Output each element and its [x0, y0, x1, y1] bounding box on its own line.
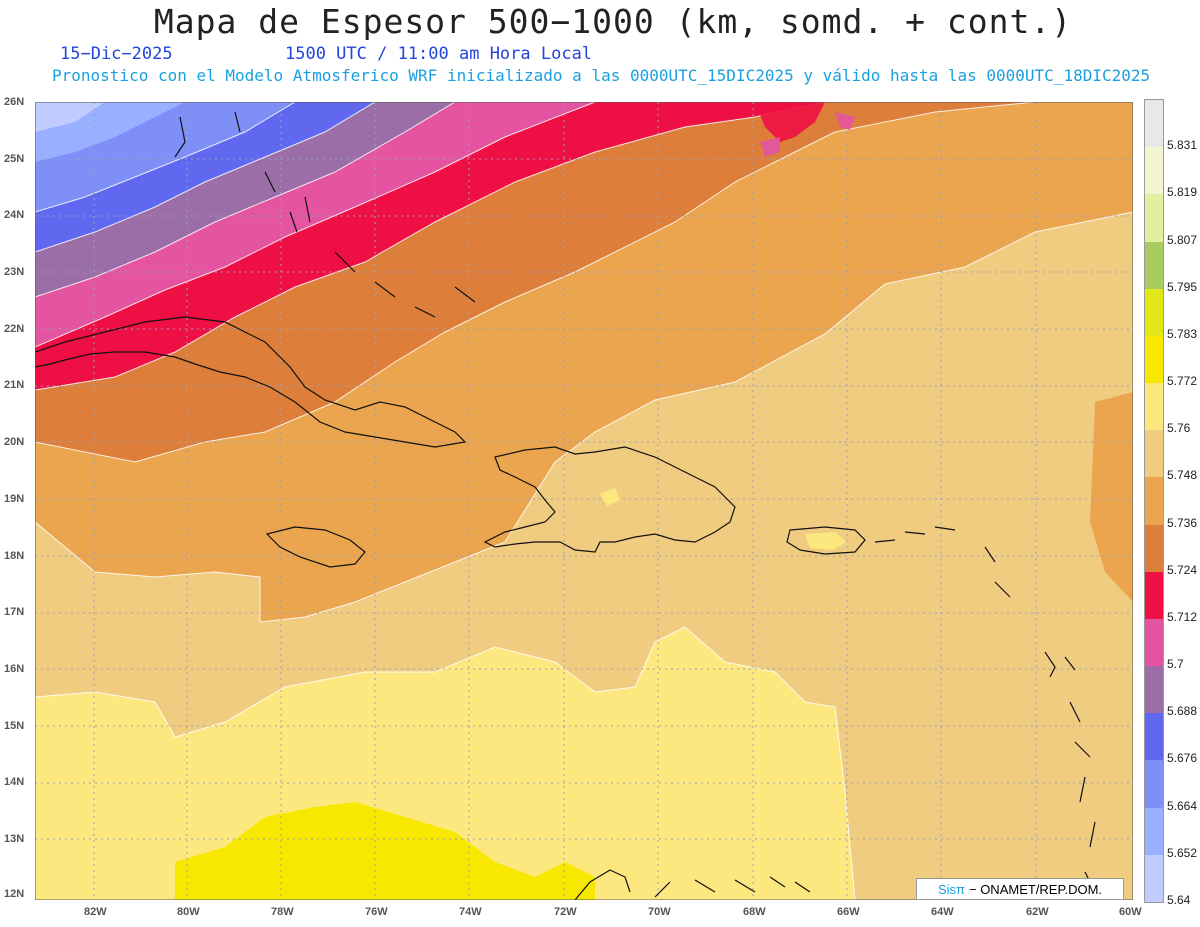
legend-label: 5.772 — [1167, 374, 1198, 389]
legend-swatch — [1145, 194, 1163, 242]
legend-label: 5.712 — [1167, 609, 1198, 624]
lat-label: 24N — [4, 209, 25, 221]
lat-label: 18N — [4, 550, 25, 562]
lat-label: 15N — [4, 720, 25, 732]
field-5640 — [35, 102, 105, 132]
legend-label: 5.664 — [1167, 798, 1198, 813]
lat-label: 14N — [4, 776, 25, 788]
thickness-map — [35, 102, 1133, 900]
color-legend — [1144, 99, 1164, 903]
lat-label: 12N — [4, 888, 25, 900]
coast-virgin — [874, 526, 1011, 598]
legend-swatch — [1145, 477, 1163, 525]
model-info: Pronostico con el Modelo Atmosferico WRF… — [52, 66, 1151, 85]
legend-label: 5.688 — [1167, 704, 1198, 719]
legend-label: 5.676 — [1167, 751, 1198, 766]
field-5772 — [175, 802, 595, 900]
lon-label: 60W — [1119, 906, 1142, 918]
credit-box: Sisπ − ONAMET/REP.DOM. — [916, 878, 1124, 900]
legend-swatch — [1145, 760, 1163, 808]
legend-swatch — [1145, 383, 1163, 431]
lon-label: 76W — [365, 906, 388, 918]
lon-label: 82W — [84, 906, 107, 918]
legend-swatch — [1145, 335, 1163, 384]
legend-swatch — [1145, 618, 1163, 667]
lat-label: 17N — [4, 606, 25, 618]
lon-label: 66W — [837, 906, 860, 918]
lon-label: 62W — [1026, 906, 1049, 918]
lon-label: 70W — [648, 906, 671, 918]
legend-swatch — [1145, 147, 1163, 195]
legend-label: 5.652 — [1167, 845, 1198, 860]
legend-label: 5.807 — [1167, 232, 1198, 247]
legend-swatch — [1145, 854, 1163, 902]
coast-bahamas — [174, 111, 476, 318]
credit-org: − ONAMET/REP.DOM. — [968, 881, 1103, 897]
lat-label: 25N — [4, 153, 25, 165]
legend-label: 5.64 — [1167, 893, 1191, 907]
field-5760 — [35, 627, 855, 900]
lon-label: 64W — [931, 906, 954, 918]
credit-sis: Sisπ — [937, 881, 965, 897]
lat-label: 23N — [4, 266, 25, 278]
legend-swatch — [1145, 524, 1163, 572]
legend-label: 5.783 — [1167, 326, 1198, 341]
legend-label: 5.76 — [1167, 421, 1191, 436]
legend-swatch — [1145, 430, 1163, 478]
coast-antilles — [1044, 651, 1096, 893]
legend-swatch — [1145, 666, 1163, 714]
forecast-date: 15−Dic−2025 — [60, 44, 173, 64]
coast-cuba — [35, 316, 467, 448]
legend-swatch — [1145, 241, 1163, 289]
legend-label: 5.748 — [1167, 468, 1198, 483]
legend-label: 5.819 — [1167, 185, 1198, 200]
coast-southamerica — [574, 869, 811, 900]
legend-label: 5.7 — [1167, 657, 1184, 672]
lat-label: 26N — [4, 96, 25, 108]
legend-swatch — [1145, 807, 1163, 855]
lat-label: 13N — [4, 833, 25, 845]
legend-swatch — [1145, 713, 1163, 761]
lat-label: 21N — [4, 379, 25, 391]
legend-label: 5.795 — [1167, 279, 1198, 294]
lon-label: 80W — [177, 906, 200, 918]
legend-swatch — [1145, 571, 1163, 619]
coast-hispaniola — [483, 446, 736, 553]
field-5736-east — [1090, 392, 1133, 602]
legend-label: 5.736 — [1167, 515, 1198, 530]
lon-label: 72W — [554, 906, 577, 918]
coast-jamaica — [265, 526, 366, 568]
legend-swatch — [1145, 288, 1163, 336]
legend-label: 5.724 — [1167, 562, 1198, 577]
lat-label: 20N — [4, 436, 25, 448]
lat-label: 19N — [4, 493, 25, 505]
lon-label: 78W — [271, 906, 294, 918]
coast-puertorico — [786, 526, 866, 555]
legend-swatch — [1145, 100, 1163, 148]
map-title: Mapa de Espesor 500−1000 (km, somd. + co… — [153, 2, 1073, 41]
lat-label: 16N — [4, 663, 25, 675]
legend-label: 5.831 — [1167, 138, 1198, 153]
lon-label: 74W — [459, 906, 482, 918]
lon-label: 68W — [743, 906, 766, 918]
lat-label: 22N — [4, 323, 25, 335]
forecast-time: 1500 UTC / 11:00 am Hora Local — [285, 44, 593, 64]
